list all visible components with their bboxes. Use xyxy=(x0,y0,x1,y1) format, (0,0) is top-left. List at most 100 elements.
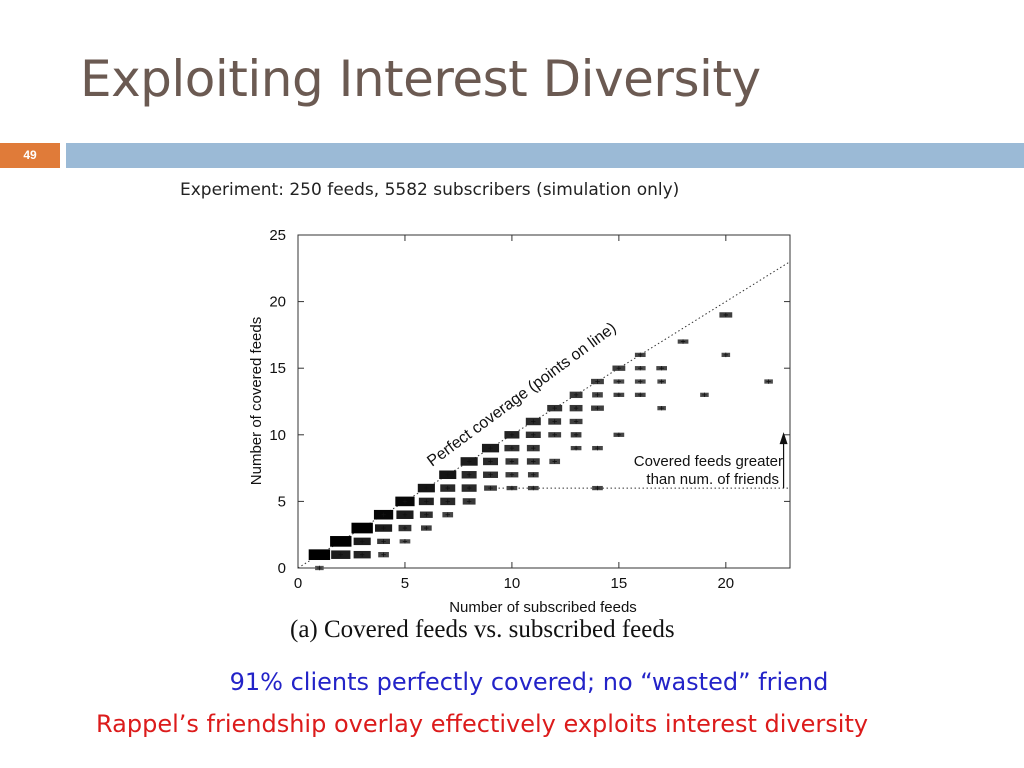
data-point-marker xyxy=(573,432,579,437)
y-tick-label: 20 xyxy=(269,294,286,311)
data-point-marker xyxy=(466,499,472,504)
data-point-marker xyxy=(659,366,664,371)
annotation-line-1: Covered feeds greater xyxy=(634,453,783,470)
data-point-marker xyxy=(381,512,386,517)
data-point-marker xyxy=(466,472,472,477)
data-point-marker xyxy=(424,512,429,517)
data-point-marker xyxy=(723,352,729,358)
header-divider-bar xyxy=(66,143,1024,168)
data-point-marker xyxy=(766,379,771,384)
data-point-marker xyxy=(552,405,557,411)
figure-caption: (a) Covered feeds vs. subscribed feeds xyxy=(290,616,675,643)
plot-area: 0 5 10 15 20 0 5 10 15 20 25 xyxy=(269,227,791,592)
data-point-marker xyxy=(509,485,515,491)
data-point-marker xyxy=(552,459,557,464)
x-axis-label: Number of subscribed feeds xyxy=(449,599,637,616)
data-point-marker xyxy=(359,539,365,544)
data-point-marker xyxy=(445,499,450,504)
data-point-marker xyxy=(595,392,600,398)
data-point xyxy=(351,522,373,534)
data-point-marker xyxy=(595,445,600,451)
data-point-marker xyxy=(531,432,536,437)
data-point-marker xyxy=(488,472,493,477)
data-point-marker xyxy=(616,366,622,371)
annotation-line-2: than num. of friends xyxy=(646,471,779,488)
data-point-marker xyxy=(638,366,643,371)
data-point-marker xyxy=(616,432,622,437)
page-number-badge: 49 xyxy=(0,143,60,168)
data-point-marker xyxy=(338,552,343,557)
data-point-marker xyxy=(466,485,472,491)
experiment-subtitle: Experiment: 250 feeds, 5582 subscribers … xyxy=(180,180,680,200)
data-point-marker xyxy=(659,405,664,411)
data-point-marker xyxy=(531,459,536,464)
y-tick-label: 10 xyxy=(269,427,286,444)
result-bullet: 91% clients perfectly covered; no “waste… xyxy=(229,668,829,696)
data-point-marker xyxy=(723,312,729,318)
data-point-marker xyxy=(573,392,579,398)
y-tick-label: 5 xyxy=(278,493,286,510)
perfect-coverage-label: Perfect coverage (points on line) xyxy=(424,320,619,471)
perfect-coverage-line xyxy=(297,261,791,569)
data-point-marker xyxy=(445,512,450,517)
scatter-chart: 0 5 10 15 20 0 5 10 15 20 25 Number of covered fee… xyxy=(248,227,791,616)
data-point-marker xyxy=(466,459,472,464)
y-tick-label: 15 xyxy=(269,360,286,377)
x-tick-label: 20 xyxy=(717,575,734,592)
data-point-marker xyxy=(402,499,408,504)
plot-frame xyxy=(297,234,791,569)
data-point-marker xyxy=(573,445,579,451)
data-point-marker xyxy=(488,445,493,451)
x-tick-label: 10 xyxy=(504,575,521,592)
data-point-marker xyxy=(702,392,707,398)
data-point-marker xyxy=(595,485,600,491)
x-tick-label: 15 xyxy=(611,575,628,592)
data-point-marker xyxy=(573,405,579,411)
data-point-marker xyxy=(531,445,536,451)
data-point-marker xyxy=(616,379,622,384)
data-point-marker xyxy=(531,419,536,424)
data-point-marker xyxy=(359,552,365,557)
data-point-marker xyxy=(680,339,686,344)
y-tick-label: 0 xyxy=(278,560,286,577)
data-point-marker xyxy=(488,485,493,491)
data-point-marker xyxy=(531,472,536,477)
data-point-marker xyxy=(424,525,429,531)
data-point xyxy=(308,549,331,561)
data-point-marker xyxy=(402,512,408,517)
data-point-marker xyxy=(402,539,408,544)
annotation-arrow-head xyxy=(779,432,788,445)
data-point-marker xyxy=(317,565,322,571)
conclusion-bullet: Rappel’s friendship overlay effectively … xyxy=(96,710,869,738)
data-point-marker xyxy=(659,379,664,384)
data-point-marker xyxy=(488,459,493,464)
x-tick-label: 5 xyxy=(401,575,409,592)
y-tick-label: 25 xyxy=(269,227,286,244)
data-point-marker xyxy=(638,352,643,358)
data-point-marker xyxy=(552,432,557,437)
data-point-marker xyxy=(424,499,429,504)
data-point-marker xyxy=(531,485,536,491)
data-point-marker xyxy=(638,379,643,384)
data-point-marker xyxy=(616,392,622,398)
y-axis-label: Number of covered feeds xyxy=(248,317,265,485)
data-point-marker xyxy=(552,419,557,424)
data-point-marker xyxy=(509,472,515,477)
data-point-marker xyxy=(381,539,386,544)
data-point-marker xyxy=(445,472,450,477)
data-point-marker xyxy=(595,405,600,411)
data-point-marker xyxy=(573,419,579,424)
data-point-marker xyxy=(638,392,643,398)
data-point-marker xyxy=(381,552,386,557)
data-point-marker xyxy=(509,445,515,451)
data-point-marker xyxy=(509,432,515,437)
data-point-marker xyxy=(402,525,408,531)
data-point-marker xyxy=(509,459,515,464)
slide-title: Exploiting Interest Diversity xyxy=(80,50,761,108)
data-point xyxy=(330,536,352,547)
data-point-marker xyxy=(595,379,600,384)
x-tick-label: 0 xyxy=(294,575,302,592)
data-point-marker xyxy=(445,485,450,491)
data-point-marker xyxy=(424,485,429,491)
data-point-marker xyxy=(381,525,386,531)
